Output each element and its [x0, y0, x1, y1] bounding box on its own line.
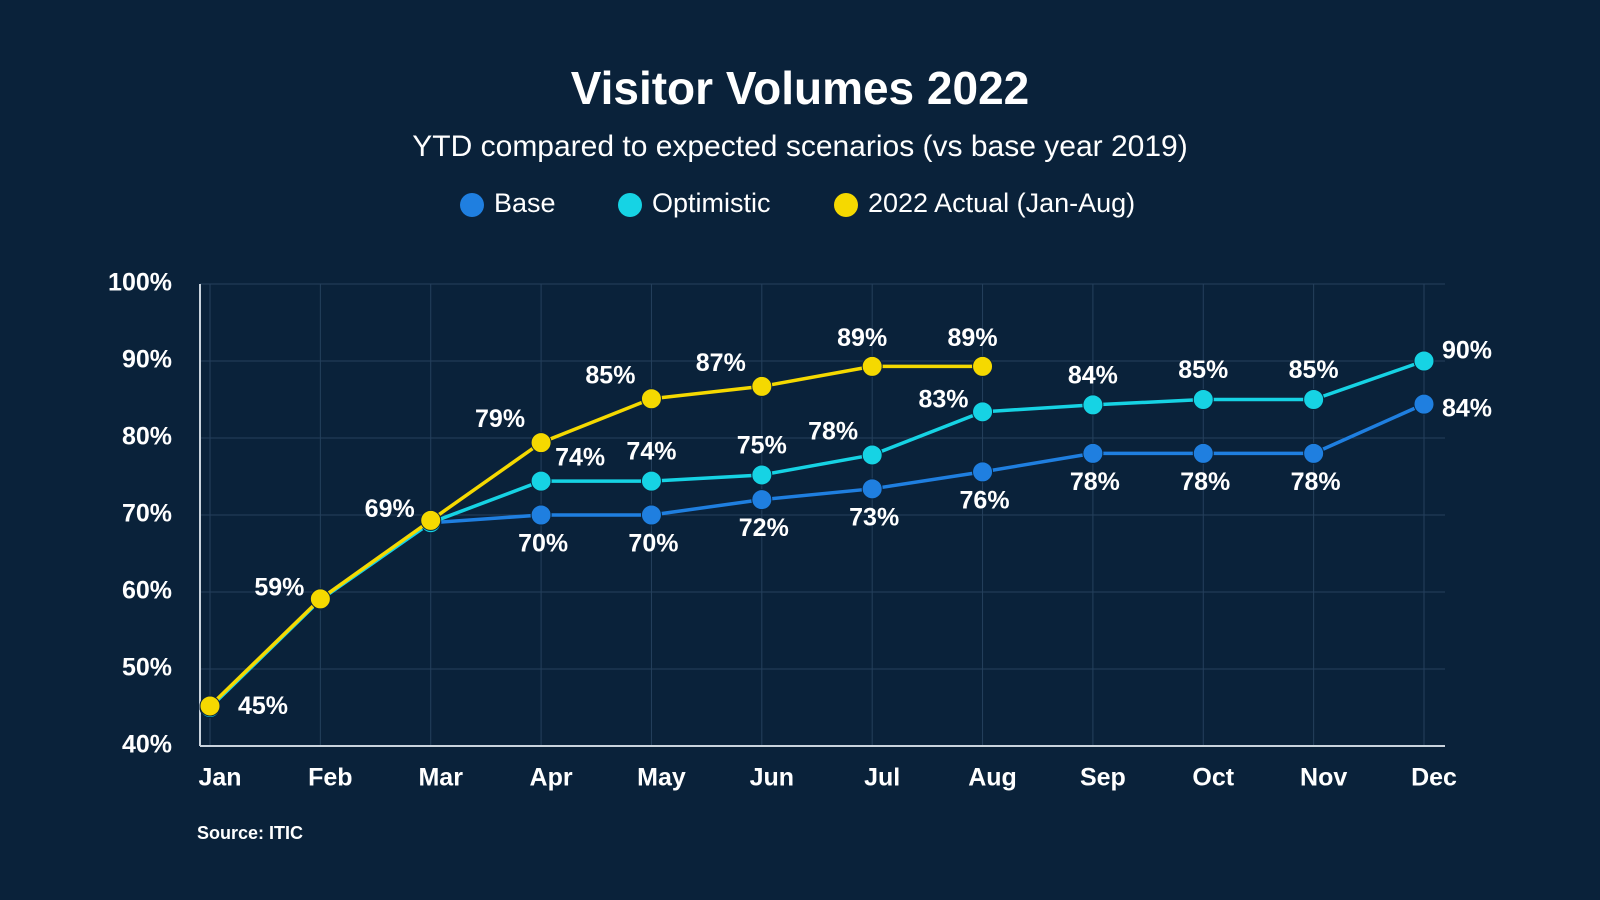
x-tick-label: May: [637, 764, 686, 792]
data-label: 75%: [737, 432, 787, 460]
data-point: [420, 509, 442, 531]
x-tick-label: Jan: [198, 764, 241, 792]
data-point: [972, 461, 994, 483]
data-label: 84%: [1068, 361, 1118, 389]
x-tick-label: Dec: [1411, 764, 1457, 792]
data-point: [309, 588, 331, 610]
data-point: [1082, 394, 1104, 416]
data-label: 69%: [365, 495, 415, 523]
y-tick-label: 90%: [122, 346, 172, 374]
x-tick-label: Nov: [1300, 764, 1347, 792]
data-label: 70%: [518, 530, 568, 558]
data-point: [640, 504, 662, 526]
legend-label: Optimistic: [652, 188, 771, 218]
x-tick-label: Jul: [864, 764, 900, 792]
data-label: 74%: [555, 444, 605, 472]
data-point: [530, 470, 552, 492]
data-label: 73%: [849, 503, 899, 531]
data-label: 59%: [254, 574, 304, 602]
data-label: 72%: [739, 514, 789, 542]
y-tick-label: 70%: [122, 500, 172, 528]
data-label: 90%: [1442, 337, 1492, 365]
data-label: 89%: [948, 324, 998, 352]
x-tick-label: Mar: [418, 764, 463, 792]
data-point: [751, 375, 773, 397]
x-tick-label: Apr: [530, 764, 573, 792]
legend-swatch: [834, 193, 858, 217]
legend-swatch: [618, 193, 642, 217]
data-label: 85%: [585, 361, 635, 389]
data-point: [861, 478, 883, 500]
legend-label: 2022 Actual (Jan-Aug): [868, 188, 1135, 218]
data-label: 45%: [238, 692, 288, 720]
data-label: 76%: [960, 486, 1010, 514]
data-point: [199, 695, 221, 717]
y-tick-label: 100%: [108, 269, 172, 297]
legend: Base Optimistic 2022 Actual (Jan-Aug): [460, 188, 1135, 218]
data-point: [972, 401, 994, 423]
data-label: 83%: [918, 385, 968, 413]
data-point: [640, 470, 662, 492]
data-point: [861, 444, 883, 466]
data-label: 78%: [1070, 468, 1120, 496]
data-label: 79%: [475, 405, 525, 433]
chart-subtitle: YTD compared to expected scenarios (vs b…: [412, 130, 1187, 163]
data-label: 87%: [696, 349, 746, 377]
data-label: 85%: [1178, 356, 1228, 384]
y-tick-label: 40%: [122, 731, 172, 759]
series-line: [208, 364, 983, 708]
data-point: [640, 388, 662, 410]
data-point: [1413, 350, 1435, 372]
data-point: [530, 504, 552, 526]
y-tick-label: 60%: [122, 577, 172, 605]
x-tick-label: Jun: [750, 764, 794, 792]
data-point: [751, 489, 773, 511]
y-tick-label: 80%: [122, 423, 172, 451]
data-label: 70%: [628, 530, 678, 558]
data-label: 74%: [626, 438, 676, 466]
data-label: 89%: [837, 324, 887, 352]
data-label: 84%: [1442, 395, 1492, 423]
source-note: Source: ITIC: [197, 823, 303, 843]
data-label: 85%: [1289, 356, 1339, 384]
data-label: 78%: [1180, 468, 1230, 496]
legend-swatch: [460, 193, 484, 217]
data-point: [1082, 442, 1104, 464]
legend-label: Base: [494, 188, 556, 218]
chart-title: Visitor Volumes 2022: [571, 62, 1030, 114]
data-point: [1413, 393, 1435, 415]
x-tick-label: Sep: [1080, 764, 1126, 792]
data-point: [530, 432, 552, 454]
data-point: [1303, 389, 1325, 410]
data-label: 78%: [1291, 468, 1341, 496]
data-point: [1192, 442, 1214, 464]
data-point: [751, 464, 773, 486]
x-tick-label: Feb: [308, 764, 352, 792]
data-point: [1192, 389, 1214, 410]
data-label: 78%: [808, 418, 858, 446]
y-tick-label: 50%: [122, 654, 172, 682]
data-point: [972, 355, 994, 377]
data-point: [1303, 442, 1325, 464]
x-tick-label: Aug: [968, 764, 1017, 792]
x-tick-label: Oct: [1192, 764, 1234, 792]
data-point: [861, 355, 883, 377]
